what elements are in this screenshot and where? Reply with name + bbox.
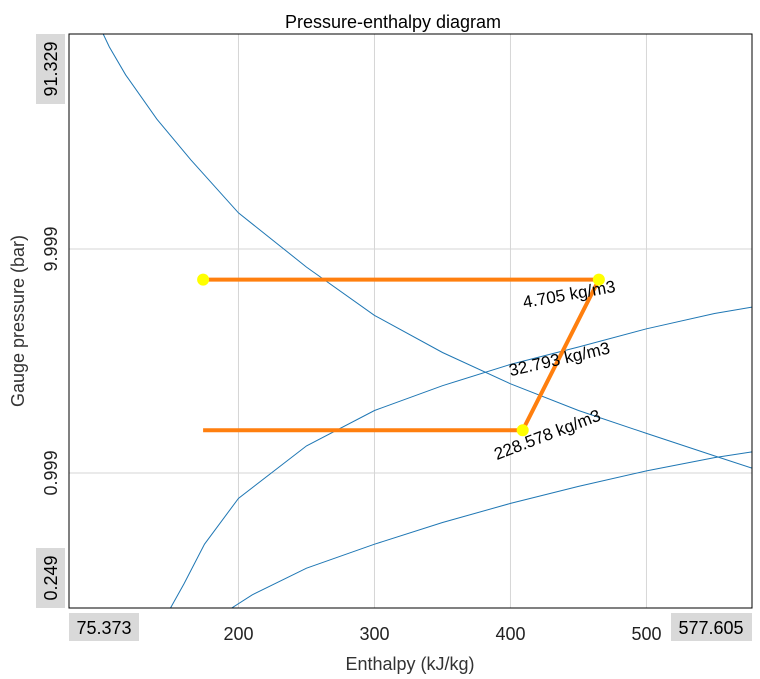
y-tick-labels: 0.999 9.999 [41,227,61,496]
y-range-min: 0.249 [36,548,65,608]
y-range-max-box [36,34,65,104]
x-range-max-box [671,613,752,641]
x-tick-label: 400 [495,624,525,644]
x-range-max-label: 577.605 [678,618,743,638]
cycle-line [203,277,601,433]
x-tick-label: 300 [359,624,389,644]
cycle-layer [197,273,605,437]
isochore-curves [102,34,752,608]
y-tick-label: 0.999 [41,450,61,495]
x-axis-label: Enthalpy (kJ/kg) [345,654,474,674]
y-range-min-box [36,548,65,608]
y-axis-label: Gauge pressure (bar) [8,235,28,407]
x-tick-label: 500 [631,624,661,644]
x-gridlines [237,34,647,608]
x-range-min-label: 75.373 [76,618,131,638]
isochore-line [102,34,752,469]
isochore-line [231,451,752,608]
curve-label: 32.793 kg/m3 [507,339,612,381]
y-gridlines [69,248,752,474]
curve-label: 4.705 kg/m3 [521,277,616,312]
x-range-max: 577.605 [671,613,752,641]
plot-frame [68,33,753,609]
cycle-state-point [592,273,605,286]
y-range-max: 91.329 [36,34,65,104]
cycle-state-point [516,424,529,437]
x-tick-label: 200 [223,624,253,644]
chart-title: Pressure-enthalpy diagram [285,12,501,32]
y-range-max-label: 91.329 [41,41,61,96]
y-tick-label: 9.999 [41,227,61,272]
y-range-min-label: 0.249 [41,555,61,600]
isochore-line [170,306,752,608]
x-range-min: 75.373 [69,613,139,641]
curve-label: 228.578 kg/m3 [491,406,603,464]
cycle-state-point [197,273,210,286]
x-range-min-box [69,613,139,641]
x-tick-labels: 200 300 400 500 [223,624,661,644]
